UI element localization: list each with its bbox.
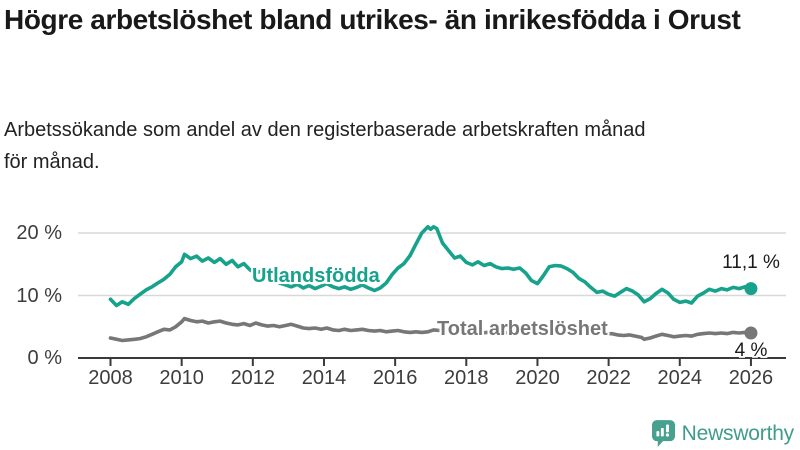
series-label-total-arbetsloshet: Total arbetslöshet bbox=[437, 318, 608, 340]
x-tick-label: 2018 bbox=[444, 367, 489, 389]
end-value-total: 4 % bbox=[734, 340, 768, 361]
series-end-dot bbox=[744, 282, 758, 296]
x-tick-label: 2020 bbox=[515, 367, 560, 389]
chart-subtitle: Arbetssökande som andel av den registerb… bbox=[4, 119, 646, 174]
series-line bbox=[108, 316, 753, 343]
x-tick-label: 2016 bbox=[372, 367, 418, 389]
x-tick-label: 2026 bbox=[728, 367, 774, 389]
x-tick-label: 2010 bbox=[159, 367, 204, 389]
chart-title: Högre arbetslöshet bland utrikes- än inr… bbox=[4, 4, 741, 35]
y-tick-label: 0 % bbox=[27, 347, 62, 369]
brand-name: Newsworthy bbox=[681, 421, 795, 445]
x-tick-label: 2022 bbox=[586, 367, 631, 389]
series-line bbox=[108, 225, 753, 308]
x-tick-label: 2008 bbox=[88, 367, 133, 389]
x-tick-label: 2024 bbox=[657, 367, 703, 389]
series-end-dot bbox=[744, 326, 758, 340]
x-tick-label: 2012 bbox=[230, 367, 276, 389]
end-value-utlandsfodda: 11,1 % bbox=[722, 252, 780, 273]
series-label-utlandsfodda: Utlandsfödda bbox=[252, 265, 380, 287]
x-tick-label: 2014 bbox=[301, 367, 347, 389]
brand-footer: Newsworthy bbox=[651, 420, 795, 447]
y-tick-label: 10 % bbox=[16, 284, 62, 307]
newsworthy-logo-icon bbox=[651, 420, 675, 447]
y-tick-label: 20 % bbox=[16, 222, 62, 244]
